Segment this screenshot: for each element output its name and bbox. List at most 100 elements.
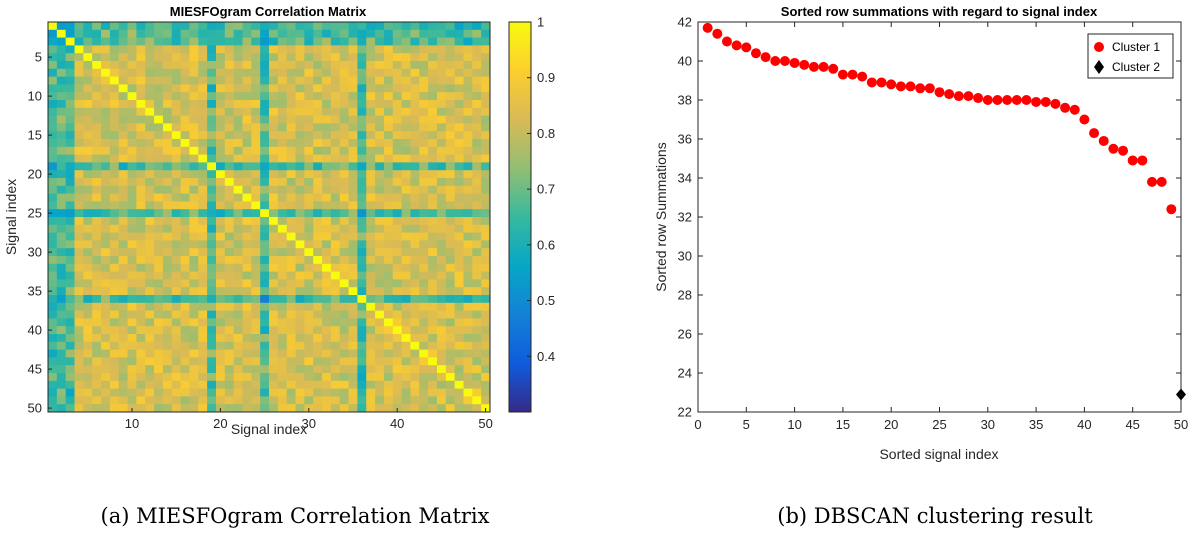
heatmap-cell xyxy=(454,287,464,296)
heatmap-cell xyxy=(83,209,93,218)
heatmap-cell xyxy=(330,162,341,171)
heatmap-cell xyxy=(136,217,146,226)
heatmap-cell xyxy=(162,232,173,241)
heatmap-cell xyxy=(180,240,190,249)
heatmap-cell xyxy=(260,373,270,382)
heatmap-cell xyxy=(286,224,296,233)
scatter-y-tick-label: 30 xyxy=(678,249,692,264)
heatmap-cell xyxy=(56,178,67,187)
heatmap-cell xyxy=(375,139,385,148)
heatmap-cell xyxy=(269,326,279,335)
heatmap-cell xyxy=(215,380,226,389)
heatmap-cell xyxy=(428,123,438,132)
heatmap-cell xyxy=(171,53,181,62)
heatmap-cell xyxy=(180,201,190,210)
heatmap-cell xyxy=(154,341,164,350)
heatmap-cell xyxy=(445,326,456,335)
heatmap-cell xyxy=(171,107,181,116)
heatmap-cell xyxy=(162,295,173,304)
heatmap-cell xyxy=(277,123,288,132)
heatmap-cell xyxy=(48,76,58,85)
heatmap-cell xyxy=(215,29,226,38)
heatmap-cell xyxy=(445,279,456,288)
heatmap-cell xyxy=(277,310,288,319)
heatmap-cell xyxy=(136,123,146,132)
heatmap-cell xyxy=(154,61,164,70)
heatmap-cell xyxy=(224,61,235,70)
heatmap-cell xyxy=(65,45,75,54)
heatmap-cell xyxy=(481,326,491,335)
heatmap-cell xyxy=(145,326,155,335)
heatmap-cell xyxy=(304,224,314,233)
heatmap-cell xyxy=(330,217,341,226)
heatmap-cell xyxy=(286,68,296,77)
heatmap-cell xyxy=(242,68,252,77)
heatmap-cell xyxy=(215,185,226,194)
heatmap-cell xyxy=(383,302,394,311)
heatmap-cell xyxy=(304,178,314,187)
heatmap-cell xyxy=(92,334,102,343)
heatmap-cells xyxy=(48,22,491,413)
heatmap-cell xyxy=(233,22,243,31)
heatmap-cell xyxy=(339,256,349,265)
cluster1-point xyxy=(857,71,868,82)
heatmap-cell xyxy=(357,53,367,62)
heatmap-cell xyxy=(410,45,420,54)
legend-cluster1-marker xyxy=(1094,42,1104,52)
heatmap-cell xyxy=(269,217,279,226)
heatmap-cell xyxy=(260,146,270,155)
heatmap-cell xyxy=(401,170,411,179)
heatmap-cell xyxy=(286,201,296,210)
heatmap-cell xyxy=(313,404,323,413)
heatmap-cell xyxy=(366,92,376,101)
heatmap-cell xyxy=(109,37,120,46)
heatmap-cell xyxy=(330,45,341,54)
heatmap-cell xyxy=(339,115,349,124)
heatmap-cell xyxy=(127,310,137,319)
heatmap-cell xyxy=(330,224,341,233)
heatmap-cell xyxy=(304,349,314,358)
heatmap-cell xyxy=(171,263,181,272)
heatmap-cell xyxy=(339,271,349,280)
heatmap-cell xyxy=(65,92,75,101)
heatmap-cell xyxy=(109,131,120,140)
heatmap-cell xyxy=(322,396,332,405)
heatmap-cell xyxy=(109,76,120,85)
scatter-title: Sorted row summations with regard to sig… xyxy=(781,4,1098,19)
colorbar-tick-label: 1 xyxy=(537,15,544,30)
heatmap-cell xyxy=(419,29,429,38)
heatmap-cell xyxy=(215,224,226,233)
heatmap-cell xyxy=(74,248,84,257)
heatmap-cell xyxy=(92,396,102,405)
heatmap-cell xyxy=(313,92,323,101)
heatmap-cell xyxy=(366,53,376,62)
heatmap-cell xyxy=(304,388,314,397)
heatmap-cell xyxy=(348,256,358,265)
heatmap-cell xyxy=(171,37,181,46)
heatmap-cell xyxy=(251,318,261,327)
heatmap-cell xyxy=(313,271,323,280)
heatmap-cell xyxy=(366,310,376,319)
heatmap-cell xyxy=(472,37,482,46)
heatmap-cell xyxy=(233,68,243,77)
heatmap-cell xyxy=(233,240,243,249)
heatmap-cell xyxy=(454,357,464,366)
heatmap-cell xyxy=(383,146,394,155)
heatmap-cell xyxy=(472,357,482,366)
cluster1-point xyxy=(1011,95,1022,105)
heatmap-cell xyxy=(463,217,473,226)
heatmap-cell xyxy=(215,170,226,179)
heatmap-cell xyxy=(419,388,429,397)
heatmap-cell xyxy=(357,248,367,257)
heatmap-cell xyxy=(286,154,296,163)
heatmap-cell xyxy=(180,295,190,304)
heatmap-cell xyxy=(481,76,491,85)
heatmap-cell xyxy=(419,68,429,77)
cluster1-point xyxy=(982,95,993,105)
heatmap-cell xyxy=(118,287,128,296)
heatmap-cell xyxy=(348,263,358,272)
heatmap-cell xyxy=(339,232,349,241)
heatmap-cell xyxy=(445,146,456,155)
heatmap-cell xyxy=(295,318,305,327)
heatmap-cell xyxy=(322,170,332,179)
